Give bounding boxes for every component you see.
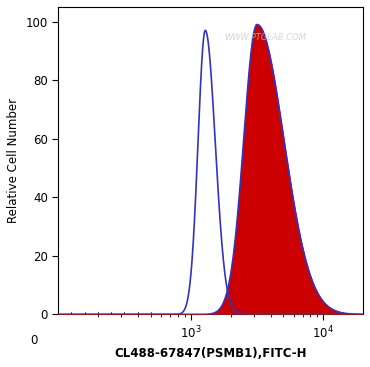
Y-axis label: Relative Cell Number: Relative Cell Number [7,98,20,223]
Text: 0: 0 [30,334,37,348]
X-axis label: CL488-67847(PSMB1),FITC-H: CL488-67847(PSMB1),FITC-H [114,347,307,360]
Text: WWW.PTGLAB.COM: WWW.PTGLAB.COM [225,33,306,42]
